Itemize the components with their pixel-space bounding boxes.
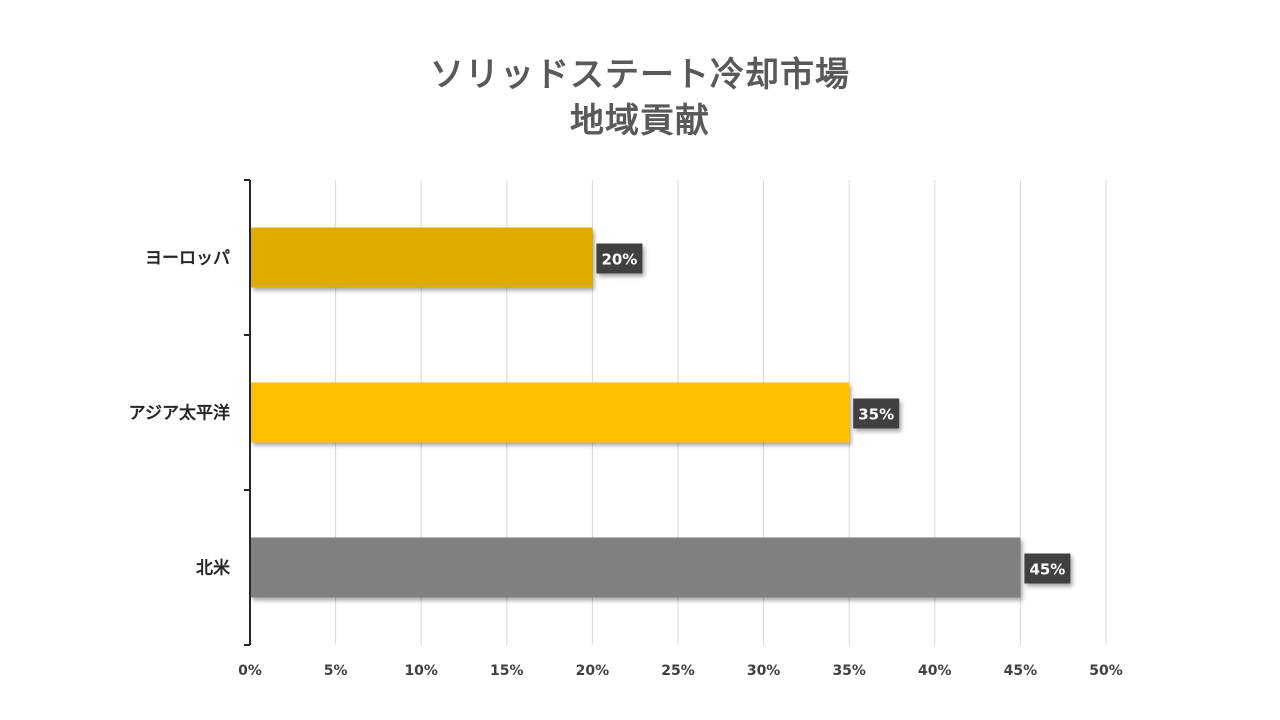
x-tick-label: 20%	[576, 663, 610, 679]
bar	[251, 537, 1021, 598]
bars	[251, 227, 1021, 598]
x-tick-label: 15%	[490, 663, 524, 679]
data-label-box	[1024, 553, 1071, 584]
category-label: ヨーロッパ	[145, 249, 230, 269]
x-tick-label: 5%	[324, 663, 348, 679]
bar	[251, 382, 850, 443]
chart-title-line-1: ソリッドステート冷却市場	[430, 55, 850, 95]
x-tick-label: 30%	[747, 663, 781, 679]
data-labels: 20% 35% 45%	[596, 243, 1071, 584]
x-tick-label: 50%	[1089, 663, 1123, 679]
category-label: アジア太平洋	[129, 403, 230, 424]
data-label: 45%	[1029, 561, 1065, 579]
x-tick-label: 40%	[918, 663, 952, 679]
category-label: 北米	[196, 558, 231, 579]
data-label: 35%	[858, 406, 894, 424]
data-label: 20%	[601, 251, 637, 269]
x-tick-label: 35%	[832, 663, 866, 679]
x-tick-label: 45%	[1004, 663, 1038, 679]
bar	[251, 227, 593, 288]
x-tick-label: 0%	[238, 663, 262, 679]
data-label-box	[596, 243, 643, 274]
chart-title: ソリッドステート冷却市場 地域貢献	[0, 52, 1280, 144]
x-tick-label: 10%	[404, 663, 438, 679]
chart-title-line-2: 地域貢献	[570, 101, 710, 141]
data-label-box	[853, 398, 900, 429]
x-tick-label: 25%	[661, 663, 695, 679]
value-axis: 0% 5% 10% 15% 20% 25% 30% 35% 40% 45% 50%	[238, 663, 1123, 679]
